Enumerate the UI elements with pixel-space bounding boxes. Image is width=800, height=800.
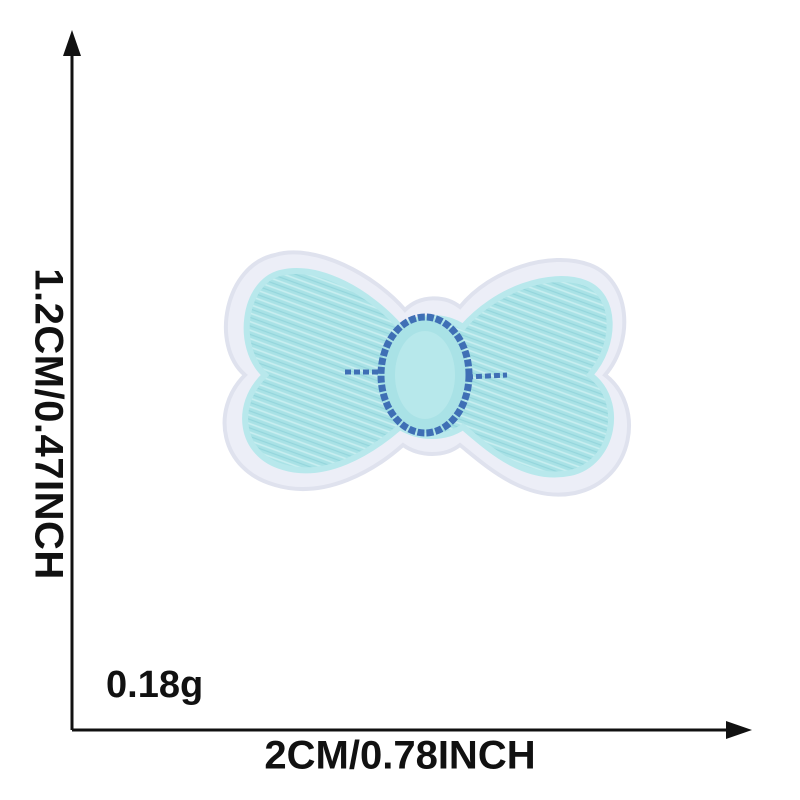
weight-label: 0.18g	[106, 664, 204, 706]
horizontal-axis-arrow-icon	[726, 721, 752, 739]
knot-right-tie	[466, 372, 508, 380]
bow-patch-icon	[222, 250, 631, 497]
vertical-axis-arrow-icon	[63, 30, 81, 56]
height-dimension-label: 1.2CM/0.47INCH	[26, 268, 71, 580]
bow-knot-highlight	[395, 331, 455, 419]
width-dimension-label: 2CM/0.78INCH	[264, 733, 536, 778]
